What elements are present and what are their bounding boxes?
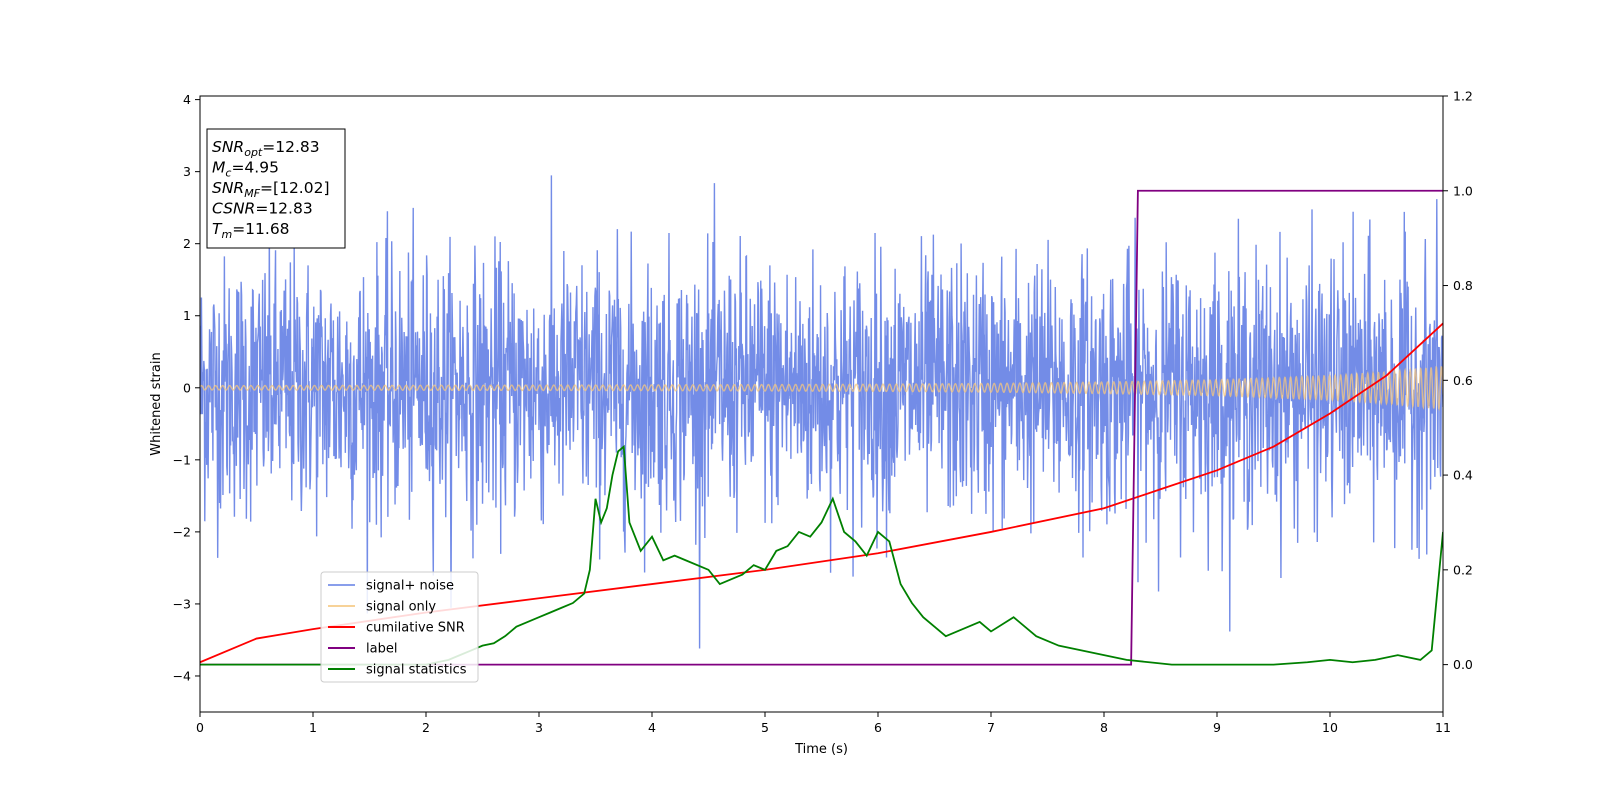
legend-label: label (366, 642, 397, 657)
y-tick-label: −1 (173, 452, 191, 467)
x-tick-label: 9 (1213, 720, 1221, 735)
x-tick-label: 1 (309, 720, 317, 735)
series-signal-statistics-line (200, 444, 1443, 666)
y-tick-label: −3 (173, 596, 191, 611)
series-label-line (200, 189, 1443, 666)
y-tick-label: 2 (183, 236, 191, 251)
x-tick-label: 5 (761, 720, 769, 735)
x-tick-label: 6 (874, 720, 882, 735)
x-tick-label: 3 (535, 720, 543, 735)
x-axis-title: Time (s) (794, 742, 848, 757)
legend-label: signal only (366, 600, 436, 615)
annotation-line: Tm=11.68 (212, 220, 290, 241)
y2-tick-label: 0.0 (1453, 657, 1473, 672)
y-tick-label: −4 (173, 668, 191, 683)
legend-label: signal statistics (366, 663, 467, 678)
legend: signal+ noise signal only cumilative SNR la… (320, 571, 479, 683)
x-tick-label: 10 (1322, 720, 1338, 735)
legend-label: signal+ noise (366, 579, 454, 594)
x-tick-label: 11 (1435, 720, 1451, 735)
x-tick-label: 4 (648, 720, 656, 735)
y-axis-title: Whitened strain (149, 352, 164, 455)
annotation-box: SNRopt=12.83Mc=4.95SNRMF=[12.02]CSNR=12.… (206, 128, 346, 249)
x-tick-label: 0 (196, 720, 204, 735)
y-tick-label: 1 (183, 308, 191, 323)
y2-tick-label: 1.2 (1453, 89, 1473, 104)
y-tick-label: 4 (183, 92, 191, 107)
annotation-line: SNRMF=[12.02] (212, 179, 330, 200)
series-signal-only-line (200, 366, 1443, 412)
y-tick-label: 0 (183, 380, 191, 395)
y2-tick-label: 0.8 (1453, 278, 1473, 293)
y2-tick-label: 0.4 (1453, 468, 1473, 483)
legend-label: cumilative SNR (366, 621, 465, 636)
x-tick-label: 2 (422, 720, 430, 735)
annotation-line: Mc=4.95 (212, 159, 279, 180)
y2-tick-label: 1.0 (1453, 183, 1473, 198)
annotation-line: CSNR=12.83 (212, 200, 313, 218)
x-tick-label: 8 (1100, 720, 1108, 735)
plot-frame (199, 95, 1444, 713)
y-tick-label: 3 (183, 164, 191, 179)
y2-tick-label: 0.6 (1453, 373, 1473, 388)
series-signal-noise-line (200, 175, 1443, 649)
y-tick-label: −2 (173, 524, 191, 539)
x-tick-label: 7 (987, 720, 995, 735)
y2-tick-label: 0.2 (1453, 562, 1473, 577)
annotation-line: SNRopt=12.83 (212, 138, 320, 159)
